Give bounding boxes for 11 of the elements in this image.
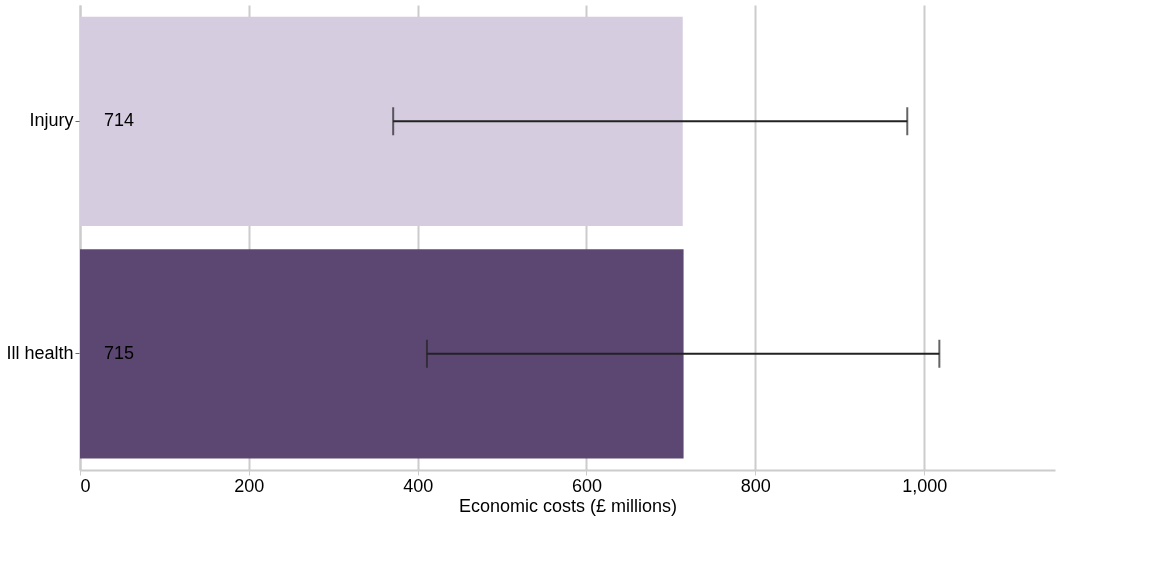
x-tick-label: 200 <box>234 475 265 496</box>
data-label: 714 <box>104 110 135 131</box>
x-tick-label: 800 <box>740 475 771 496</box>
x-tick-label: 1,000 <box>902 475 948 496</box>
x-axis-title: Economic costs (£ millions) <box>458 495 678 516</box>
y-tick-label: Ill health <box>6 342 74 363</box>
x-tick-label: 600 <box>571 475 603 496</box>
data-label: 715 <box>104 342 135 363</box>
x-tick-label: 400 <box>403 475 434 496</box>
x-tick-label: 0 <box>80 475 91 496</box>
y-tick-label: Injury <box>29 110 74 131</box>
